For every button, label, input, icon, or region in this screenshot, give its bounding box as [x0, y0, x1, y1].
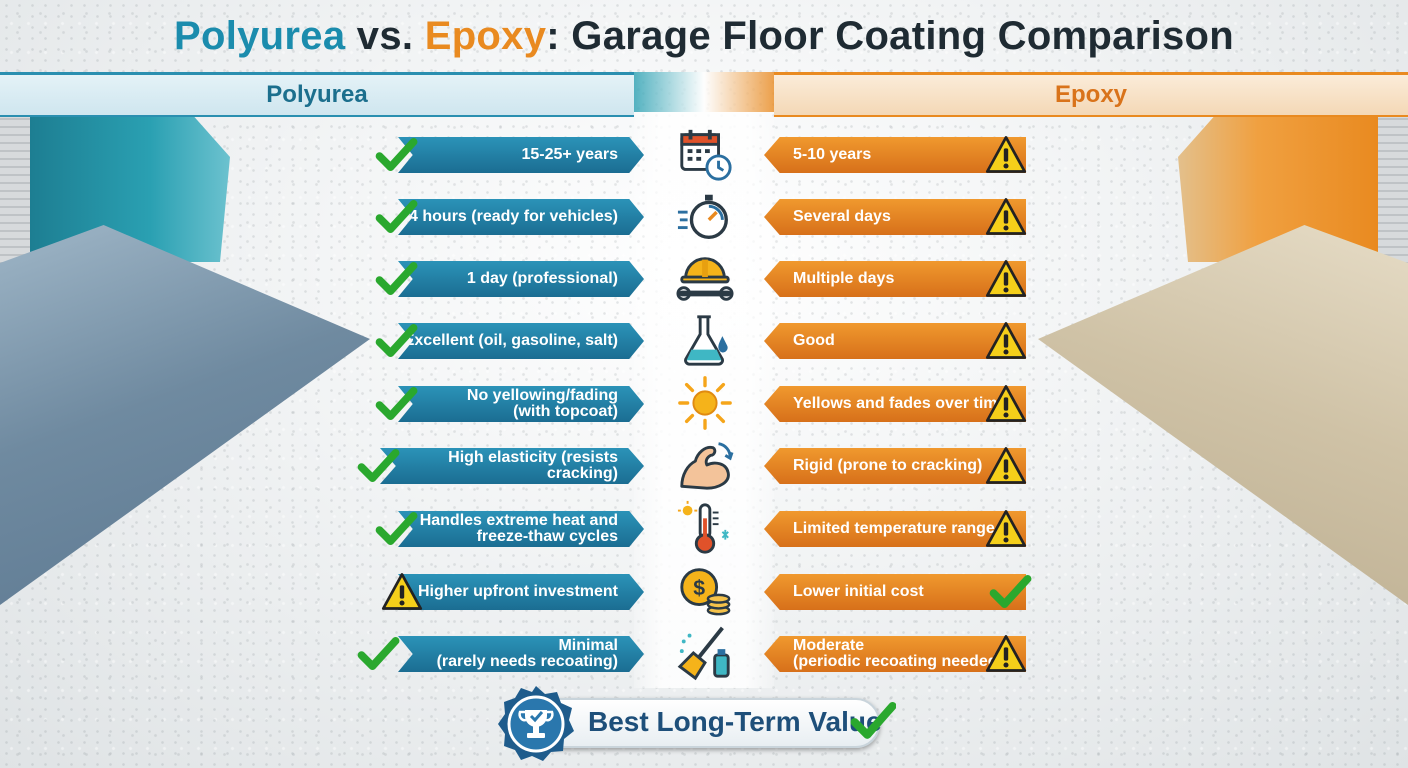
polyurea-value: 24 hours (ready for vehicles) — [398, 199, 644, 235]
polyurea-value: Handles extreme heat and freeze-thaw cyc… — [398, 511, 644, 547]
polyurea-value: 15-25+ years — [398, 137, 644, 173]
polyurea-value: Minimal (rarely needs recoating) — [398, 636, 644, 672]
comparison-row: 15-25+ years 5-10 years — [0, 129, 1408, 181]
polyurea-value: High elasticity (resists cracking) — [380, 448, 644, 484]
check-icon — [374, 195, 418, 239]
polyurea-value-text: 15-25+ years — [521, 146, 618, 163]
epoxy-value-text: Rigid (prone to cracking) — [793, 457, 983, 474]
title-rest: : Garage Floor Coating Comparison — [546, 14, 1234, 58]
polyurea-value-text: 1 day (professional) — [466, 270, 618, 287]
warning-icon — [984, 444, 1028, 488]
best-value-label: Best Long-Term Value — [588, 706, 882, 737]
warning-icon — [984, 319, 1028, 363]
check-icon — [374, 382, 418, 426]
polyurea-value-text: 24 hours (ready for vehicles) — [400, 208, 618, 225]
check-icon — [988, 570, 1032, 614]
page-title: Polyurea vs. Epoxy: Garage Floor Coating… — [0, 14, 1408, 59]
title-epoxy: Epoxy — [424, 14, 547, 58]
epoxy-value: Moderate (periodic recoating needed) — [764, 636, 1026, 672]
epoxy-value-text: Yellows and fades over time — [793, 395, 1007, 412]
check-icon — [356, 632, 400, 676]
check-icon — [374, 319, 418, 363]
polyurea-value-text: No yellowing/fading (with topcoat) — [466, 387, 618, 420]
warning-icon — [984, 632, 1028, 676]
epoxy-value: Rigid (prone to cracking) — [764, 448, 1026, 484]
polyurea-value: 1 day (professional) — [398, 261, 644, 297]
title-polyurea: Polyurea — [174, 14, 346, 58]
comparison-row: Minimal (rarely needs recoating) Moderate… — [0, 626, 1408, 681]
stopwatch-icon — [676, 187, 734, 245]
comparison-row: 1 day (professional) Multiple days — [0, 257, 1408, 301]
dollar-coins-icon: $ — [676, 562, 734, 620]
polyurea-value-text: Minimal (rarely needs recoating) — [436, 637, 618, 670]
check-icon — [374, 507, 418, 551]
warning-icon — [984, 382, 1028, 426]
flask-icon — [676, 311, 734, 369]
polyurea-value: Higher upfront investment — [398, 574, 644, 610]
epoxy-value-text: Good — [793, 332, 835, 349]
check-icon — [374, 133, 418, 177]
comparison-row: Excellent (oil, gasoline, salt) Good — [0, 315, 1408, 366]
epoxy-value-text: 5-10 years — [793, 146, 872, 163]
epoxy-value: Lower initial cost — [764, 574, 1026, 610]
trophy-medal-icon — [498, 686, 574, 761]
svg-text:$: $ — [693, 576, 705, 600]
warning-icon — [984, 195, 1028, 239]
header-divider — [634, 72, 774, 112]
comparison-row: Higher upfront investment $ Lower initial … — [0, 568, 1408, 616]
calendar-clock-icon — [676, 125, 734, 183]
cleaning-brush-icon — [676, 624, 734, 682]
sun-icon — [676, 374, 734, 432]
comparison-row: Handles extreme heat and freeze-thaw cyc… — [0, 500, 1408, 554]
polyurea-value-text: Handles extreme heat and freeze-thaw cyc… — [419, 512, 618, 545]
check-icon — [374, 257, 418, 301]
polyurea-value-text: Excellent (oil, gasoline, salt) — [403, 332, 618, 349]
polyurea-value: No yellowing/fading (with topcoat) — [398, 386, 644, 422]
title-vs: vs. — [345, 14, 425, 58]
epoxy-value: Multiple days — [764, 261, 1026, 297]
epoxy-value: Limited temperature range — [764, 511, 1026, 547]
polyurea-value: Excellent (oil, gasoline, salt) — [398, 323, 644, 359]
comparison-row: High elasticity (resists cracking) Rigid … — [0, 442, 1408, 490]
epoxy-value-text: Multiple days — [793, 270, 895, 287]
epoxy-value-text: Moderate (periodic recoating needed) — [793, 637, 1003, 670]
warning-icon — [984, 133, 1028, 177]
epoxy-value: Yellows and fades over time — [764, 386, 1026, 422]
epoxy-header-label: Epoxy — [1054, 81, 1128, 108]
epoxy-value-text: Several days — [793, 208, 891, 225]
best-value-badge: Best Long-Term Value — [496, 684, 906, 761]
polyurea-header-label: Polyurea — [266, 81, 368, 108]
comparison-row: 24 hours (ready for vehicles) Several day… — [0, 194, 1408, 239]
best-value-pill — [536, 698, 880, 748]
polyurea-header: Polyurea — [0, 72, 634, 117]
check-icon — [356, 444, 400, 488]
warning-icon — [984, 257, 1028, 301]
thermometer-icon — [676, 499, 734, 557]
check-icon — [850, 702, 896, 739]
epoxy-value: Several days — [764, 199, 1026, 235]
warning-icon — [984, 507, 1028, 551]
comparison-row: No yellowing/fading (with topcoat) Yellow… — [0, 376, 1408, 430]
epoxy-value: 5-10 years — [764, 137, 1026, 173]
polyurea-value-text: Higher upfront investment — [417, 583, 618, 600]
epoxy-value: Good — [764, 323, 1026, 359]
epoxy-header: Epoxy — [774, 72, 1408, 117]
polyurea-value-text: High elasticity (resists cracking) — [448, 449, 618, 482]
warning-icon — [380, 570, 424, 614]
epoxy-value-text: Lower initial cost — [793, 583, 924, 600]
epoxy-value-text: Limited temperature range — [793, 520, 995, 537]
flexed-arm-icon — [676, 436, 734, 494]
hardhat-wrench-icon — [676, 249, 734, 307]
